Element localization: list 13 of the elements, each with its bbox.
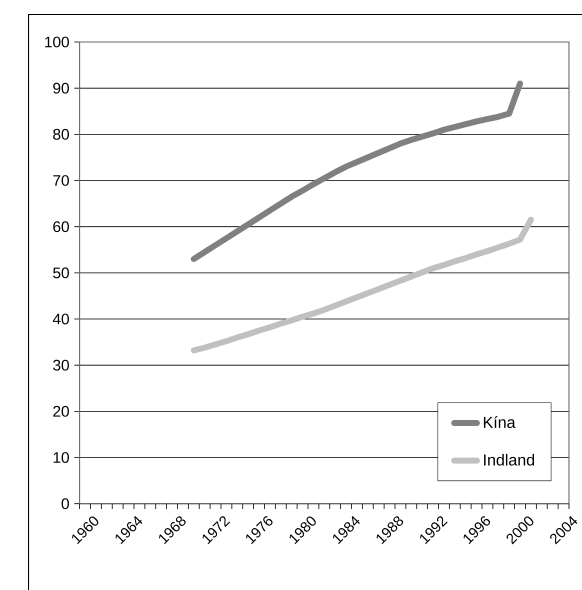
y-tick-label: 50 bbox=[53, 267, 69, 278]
legend-label: Indland bbox=[484, 454, 534, 466]
legend-label: Kína bbox=[484, 416, 516, 428]
y-tick-label: 0 bbox=[62, 498, 69, 510]
y-tick-label: 90 bbox=[53, 82, 69, 94]
y-tick-label: 20 bbox=[53, 406, 69, 417]
y-tick-label: 70 bbox=[53, 175, 69, 186]
y-tick-label: 60 bbox=[53, 221, 69, 232]
y-tick-label: 30 bbox=[53, 360, 69, 371]
y-tick-label: 80 bbox=[53, 128, 69, 140]
y-tick-label: 100 bbox=[45, 36, 69, 48]
y-tick-label: 10 bbox=[54, 452, 69, 463]
y-tick-label: 40 bbox=[52, 314, 69, 324]
